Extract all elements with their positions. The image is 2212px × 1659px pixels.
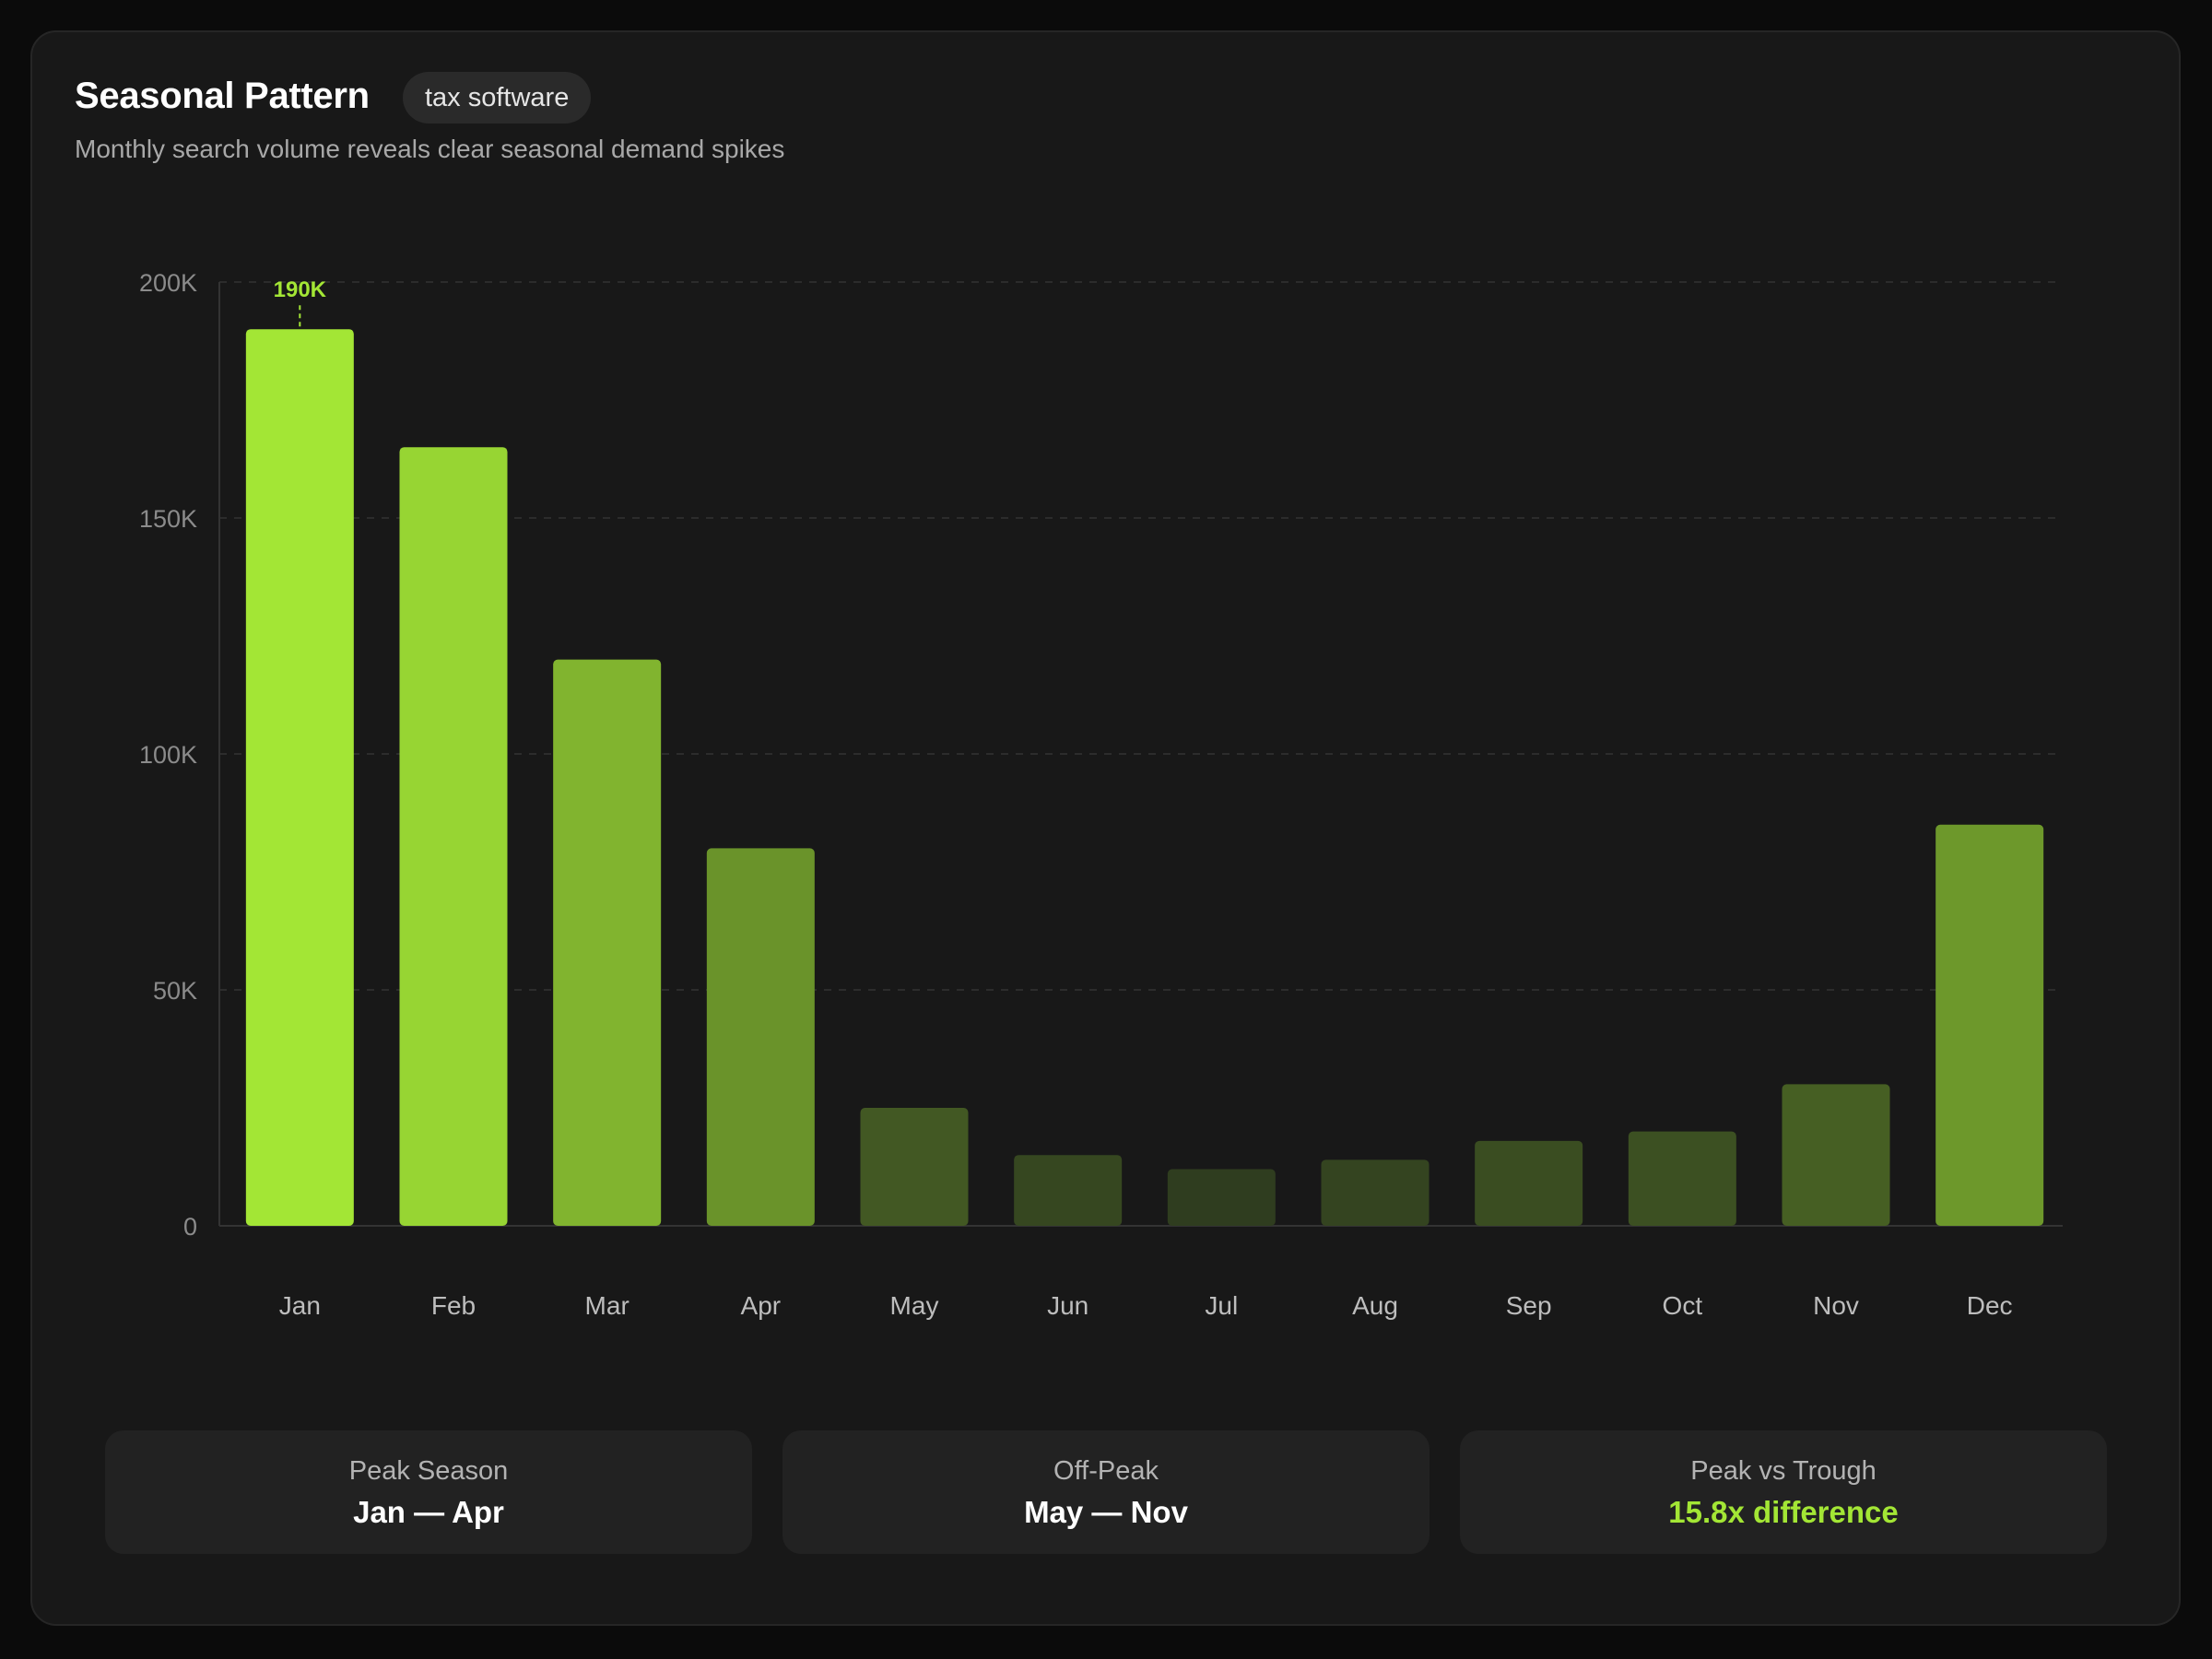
bar-jun (1014, 1155, 1123, 1226)
y-tick-label: 150K (139, 505, 197, 533)
x-tick-label: Jan (279, 1291, 321, 1320)
x-tick-label: Aug (1352, 1291, 1398, 1320)
y-tick-label: 100K (139, 741, 197, 769)
x-tick-label: Sep (1506, 1291, 1552, 1320)
x-tick-label: May (890, 1291, 939, 1320)
data-label: 190K (274, 277, 327, 302)
stat-value: 15.8x difference (1668, 1495, 1899, 1529)
stat-value: May — Nov (1024, 1495, 1188, 1529)
x-tick-label: Nov (1813, 1291, 1859, 1320)
bar-mar (553, 659, 662, 1226)
stat-card-off-peak: Off-Peak May — Nov (782, 1430, 1430, 1554)
stat-label: Peak vs Trough (1690, 1456, 1877, 1486)
x-tick-label: Apr (741, 1291, 782, 1320)
bar-feb (399, 447, 508, 1226)
grid-layer (218, 281, 2063, 1227)
label-layer: 0 50K 100K 150K 200K Jan Feb Mar Apr May Jun Jul Aug… (139, 269, 2013, 1320)
stat-card-peak-season: Peak Season Jan — Apr (105, 1430, 752, 1554)
y-tick-label: 0 (183, 1213, 197, 1241)
bar-oct (1628, 1131, 1736, 1226)
bar-dec (1936, 824, 2044, 1226)
x-tick-label: Oct (1663, 1291, 1703, 1320)
stat-label: Off-Peak (1053, 1456, 1159, 1486)
bar-layer (245, 329, 2044, 1226)
stat-label: Peak Season (348, 1456, 509, 1486)
y-tick-label: 50K (153, 977, 197, 1005)
bar-may (860, 1108, 969, 1226)
bar-jan (245, 329, 354, 1226)
bar-apr (706, 848, 815, 1226)
bar-nov (1782, 1084, 1890, 1226)
chart-card (30, 30, 2181, 1626)
stat-card-peak-vs-trough: Peak vs Trough 15.8x difference (1460, 1430, 2107, 1554)
page-subtitle: Monthly search volume reveals clear seas… (75, 135, 785, 163)
bar-jul (1167, 1169, 1276, 1226)
bar-chart: 0 50K 100K 150K 200K Jan Feb Mar Apr May Jun Jul Aug… (139, 269, 2063, 1320)
stat-value: Jan — Apr (353, 1495, 504, 1529)
page-title: Seasonal Pattern (75, 76, 370, 116)
x-tick-label: Jul (1205, 1291, 1238, 1320)
keyword-tag: tax software (403, 72, 592, 124)
x-tick-label: Jun (1047, 1291, 1088, 1320)
bar-sep (1475, 1140, 1583, 1226)
x-tick-label: Mar (585, 1291, 629, 1320)
y-tick-label: 200K (139, 269, 197, 297)
x-tick-label: Feb (431, 1291, 476, 1320)
bar-aug (1321, 1159, 1430, 1226)
x-tick-label: Dec (1967, 1291, 2013, 1320)
